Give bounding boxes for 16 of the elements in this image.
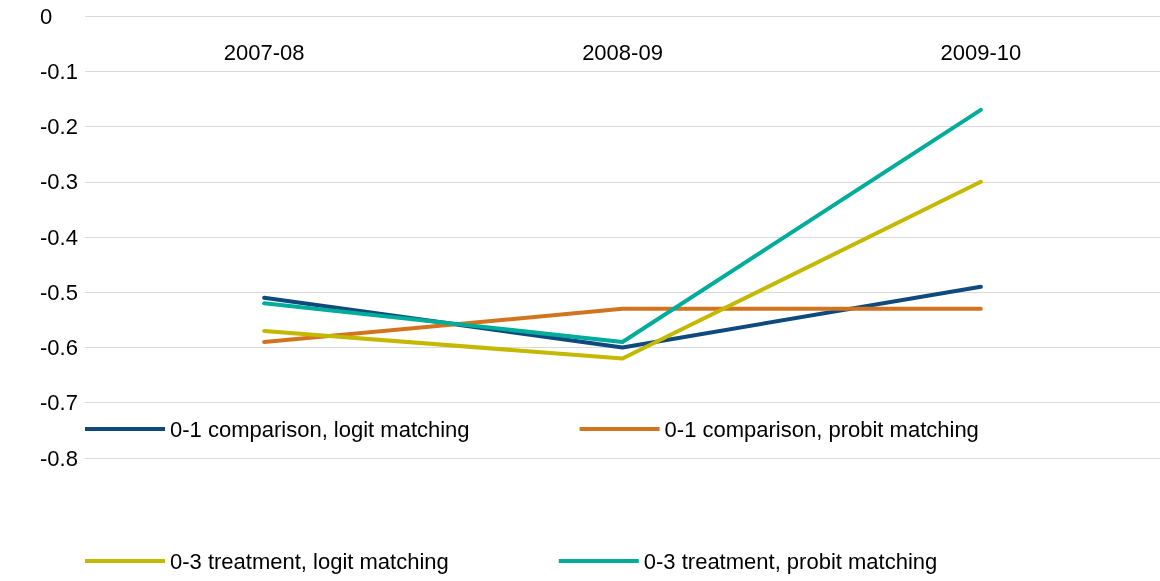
legend-label: 0-3 treatment, probit matching <box>643 548 938 574</box>
y-tick-label: -0.2 <box>40 114 78 139</box>
legend-label: 0-1 comparison, probit matching <box>664 416 979 442</box>
legend-label: 0-3 treatment, logit matching <box>170 548 449 574</box>
y-tick-label: -0.3 <box>40 169 78 195</box>
y-tick-label: -0.5 <box>40 279 78 305</box>
y-tick-label: -0.8 <box>40 445 78 471</box>
legend-label: 0-1 comparison, logit matching <box>170 416 470 442</box>
x-tick-label: 2009-10 <box>940 39 1022 65</box>
y-tick-label: -0.1 <box>40 58 78 84</box>
y-tick-label: -0.4 <box>40 224 78 250</box>
x-tick-label: 2008-09 <box>582 39 663 65</box>
x-tick-label: 2007-08 <box>223 39 305 65</box>
y-tick-label: -0.6 <box>40 335 78 360</box>
y-tick-label: -0.7 <box>40 390 78 416</box>
y-tick-label: 0 <box>40 3 53 29</box>
